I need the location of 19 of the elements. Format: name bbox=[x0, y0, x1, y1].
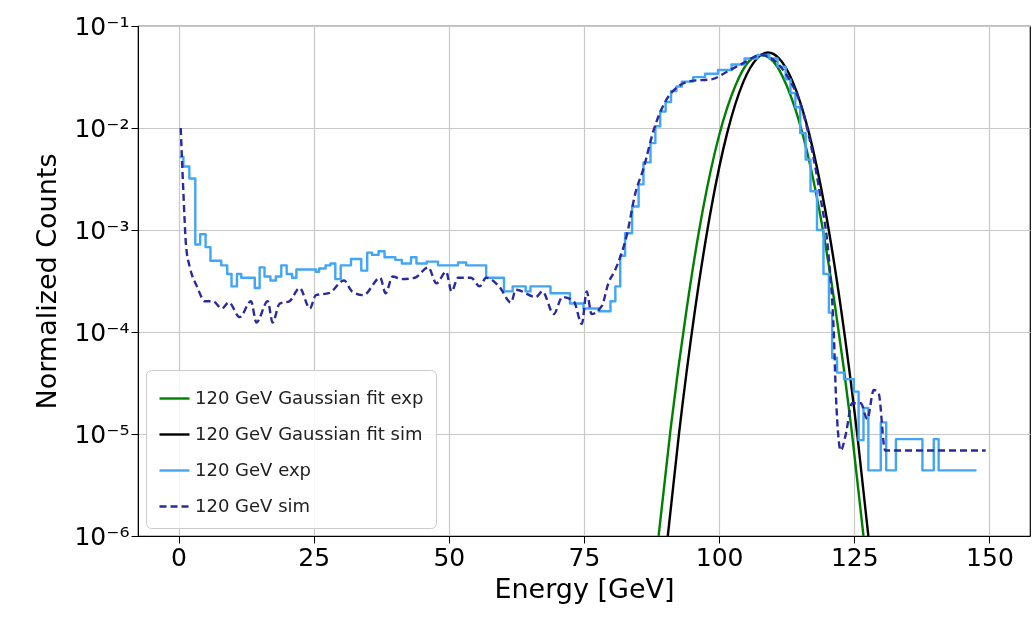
y-tick-label: 10⁻⁶ bbox=[74, 521, 130, 551]
y-tick-label: 10⁻¹ bbox=[74, 11, 130, 41]
y-axis-title: Normalized Counts bbox=[31, 153, 63, 410]
legend-label: 120 GeV Gaussian fit sim bbox=[195, 422, 423, 444]
x-tick-label: 125 bbox=[830, 542, 879, 572]
y-tick-label: 10⁻⁴ bbox=[74, 317, 130, 347]
x-tick-label: 150 bbox=[966, 542, 1014, 572]
y-tick-label: 10⁻² bbox=[74, 113, 130, 143]
x-tick-label: 0 bbox=[171, 542, 187, 572]
x-tick-label: 50 bbox=[433, 542, 466, 572]
legend-label: 120 GeV exp bbox=[195, 458, 311, 480]
legend-label: 120 GeV Gaussian fit exp bbox=[195, 386, 424, 408]
legend-label: 120 GeV sim bbox=[195, 494, 311, 516]
x-axis-title: Energy [GeV] bbox=[494, 572, 675, 604]
y-tick-label: 10⁻⁵ bbox=[74, 419, 130, 449]
x-tick-label: 75 bbox=[568, 542, 601, 572]
x-tick-label: 100 bbox=[695, 542, 744, 572]
y-tick-label: 10⁻³ bbox=[74, 215, 130, 245]
x-tick-label: 25 bbox=[298, 542, 331, 572]
